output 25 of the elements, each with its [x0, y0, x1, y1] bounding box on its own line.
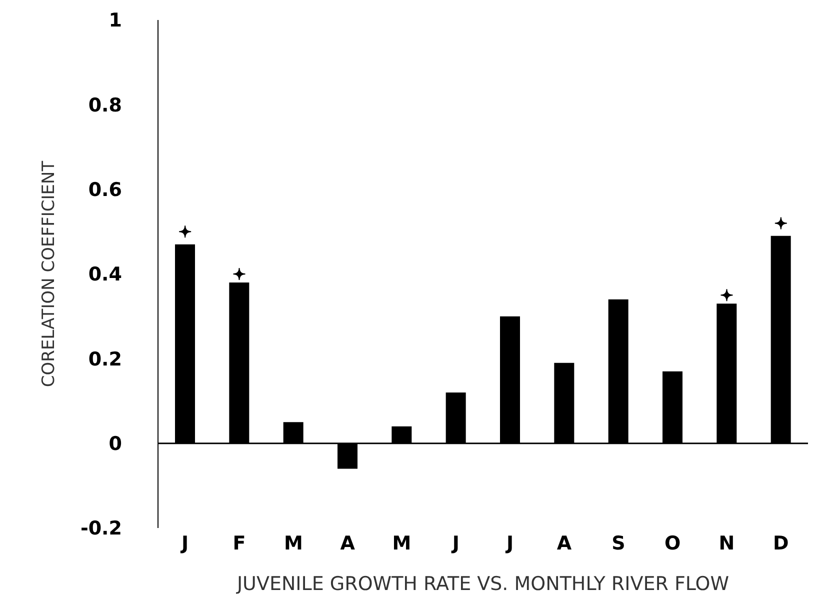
point — [232, 268, 246, 280]
y-axis-title: CORELATION COEFFICIENT — [39, 160, 60, 388]
x-tick-label: M — [392, 532, 412, 554]
point — [774, 216, 788, 230]
y-tick-label: 0.4 — [88, 264, 122, 286]
x-tick-label: A — [556, 532, 572, 554]
y-tick-label: 0.6 — [88, 179, 122, 202]
point — [178, 225, 192, 238]
y-tick-label: -0.2 — [80, 518, 122, 540]
x-tick-label: J — [504, 532, 514, 554]
x-tick-label: A — [340, 532, 356, 554]
y-tick-label: 0.8 — [88, 94, 122, 116]
x-tick-label: F — [232, 532, 246, 554]
x-tick-label: N — [718, 532, 735, 554]
x-tick-label: D — [773, 532, 789, 554]
point — [720, 288, 734, 302]
x-tick-label: S — [612, 532, 626, 554]
x-axis-title: JUVENILE GROWTH RATE VS. MONTHLY RIVER FLOW — [236, 573, 730, 595]
x-tick-label: J — [180, 532, 189, 554]
x-tick-label: O — [664, 532, 681, 554]
y-tick-label: 1 — [108, 10, 122, 32]
x-tick-label: J — [450, 532, 460, 554]
x-tick-label: M — [284, 532, 303, 554]
y-tick-label: 0.2 — [88, 348, 122, 370]
y-tick-label: 0 — [108, 433, 122, 456]
